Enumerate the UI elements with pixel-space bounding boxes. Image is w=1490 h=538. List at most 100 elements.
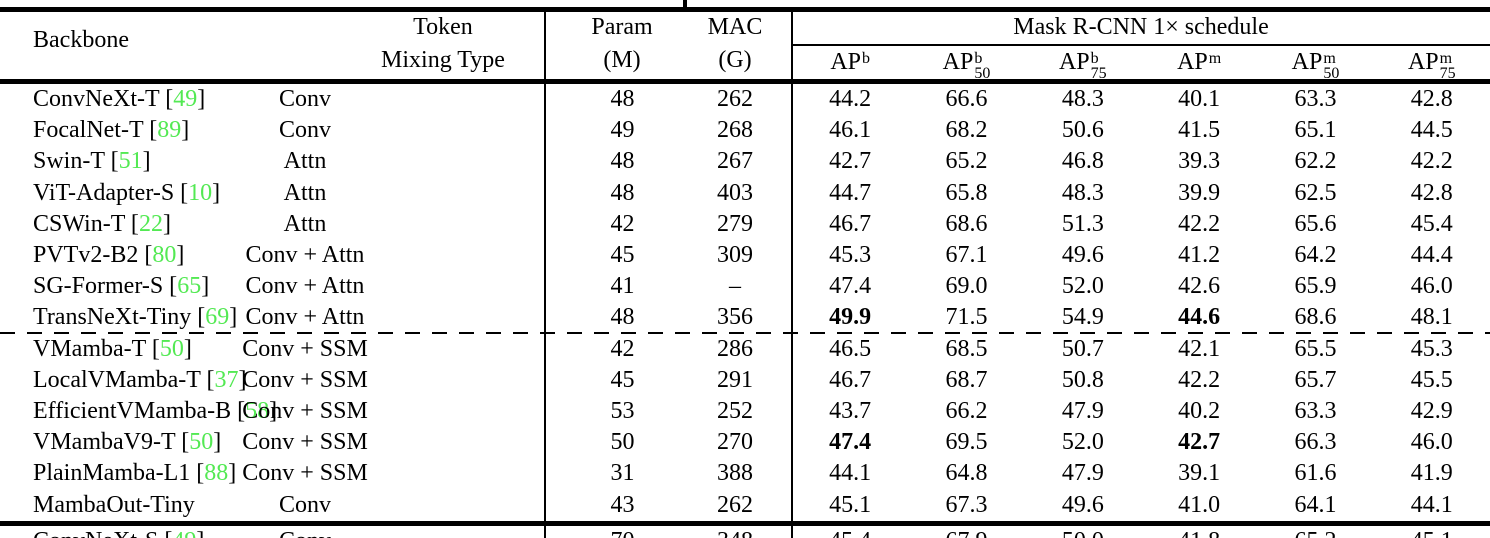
column-rule-left — [544, 12, 546, 538]
citation-link[interactable]: 89 — [157, 117, 182, 144]
param-cell: 48 — [610, 86, 635, 113]
backbone-cell: ConvNeXt-S [49] — [0, 526, 225, 538]
mac-cell: 262 — [717, 491, 753, 518]
ap-value-cell: 44.1 — [1410, 491, 1453, 518]
token-mixing-cell: Attn — [283, 179, 327, 206]
ap-value-cell: 42.7 — [1178, 429, 1221, 456]
ap-value-cell: 48.3 — [1061, 179, 1104, 206]
ap-value-cell: 39.1 — [1178, 460, 1221, 487]
mac-cell: 403 — [717, 179, 753, 206]
spacer-cell — [770, 458, 792, 489]
citation-link[interactable]: 88 — [204, 460, 229, 487]
ap-value-cell: 45.3 — [829, 242, 872, 269]
mac-cell: 262 — [717, 86, 753, 113]
token-mixing-cell: Conv — [278, 86, 331, 113]
ap-value-cell: 47.9 — [1061, 397, 1104, 424]
citation-link[interactable]: 50 — [189, 429, 214, 456]
citation-link[interactable]: 22 — [138, 210, 163, 237]
ap-value-cell: 42.2 — [1178, 366, 1221, 393]
param-cell: 49 — [610, 117, 635, 144]
token-mixing-cell: Conv + SSM — [242, 366, 368, 393]
citation-link[interactable]: 49 — [173, 86, 198, 113]
ap-value-cell: 45.1 — [829, 491, 872, 518]
ap-value-cell: 64.8 — [945, 460, 988, 487]
ap-value-cell: 40.1 — [1178, 86, 1221, 113]
ap-value-cell: 42.9 — [1410, 397, 1453, 424]
spacer-cell — [770, 396, 792, 427]
column-header-backbone: Backbone — [33, 26, 129, 53]
section-bottom-rule — [0, 521, 1490, 526]
ap-value-cell: 68.2 — [945, 117, 988, 144]
spacer-cell — [770, 240, 792, 271]
citation-link[interactable]: 37 — [214, 366, 239, 393]
ap-value-cell: 66.6 — [945, 86, 988, 113]
backbone-cell: PlainMamba-L1 [88] — [33, 460, 237, 487]
param-cell: 42 — [610, 210, 635, 237]
ap-value-cell: 44.4 — [1410, 242, 1453, 269]
mac-cell: 309 — [717, 242, 753, 269]
spacer-cell — [385, 209, 545, 240]
ap-value-cell: 41.9 — [1410, 460, 1453, 487]
citation-link[interactable]: 80 — [152, 242, 177, 269]
ap-value-cell: 47.4 — [829, 273, 872, 300]
mac-cell: – — [729, 273, 741, 300]
mac-cell: 267 — [717, 148, 753, 175]
ap-value-cell: 41.5 — [1178, 117, 1221, 144]
ap-value-cell: 44.5 — [1410, 117, 1453, 144]
spacer-cell — [385, 396, 545, 427]
token-mixing-cell: Conv + Attn — [245, 304, 365, 331]
ap-value-cell: 65.7 — [1294, 366, 1337, 393]
ap-value-cell: 68.6 — [1294, 304, 1337, 331]
param-cell: 48 — [610, 179, 635, 206]
backbone-cell: VMambaV9-T [50] — [33, 429, 222, 456]
ap-value-cell: 63.3 — [1294, 86, 1337, 113]
ap-value-cell: 49.9 — [829, 304, 872, 331]
citation-link[interactable]: 10 — [188, 179, 213, 206]
param-cell: 43 — [610, 491, 635, 518]
ap-value-cell: 69.0 — [945, 273, 988, 300]
backbone-cell: FocalNet-T [89] — [33, 117, 190, 144]
token-mixing-cell: Conv — [278, 117, 331, 144]
backbone-cell: Swin-T [51] — [33, 148, 151, 175]
token-mixing-cell: Conv + SSM — [242, 335, 368, 362]
spacer-cell — [770, 209, 792, 240]
token-mixing-cell: Conv + SSM — [242, 397, 368, 424]
ap-value-cell: 42.6 — [1178, 273, 1221, 300]
ap-column-header: AP b 75 — [1058, 48, 1107, 82]
spacer-cell — [385, 489, 545, 520]
citation-link[interactable]: 65 — [177, 273, 202, 300]
table-body: ConvNeXt-T [49] Conv 48 262 44.2 66.6 48.3 40.1… — [0, 84, 1490, 521]
citation-link[interactable]: 50 — [159, 335, 184, 362]
param-cell: 45 — [610, 242, 635, 269]
ap-value-cell: 68.5 — [945, 335, 988, 362]
spacer-cell — [770, 334, 792, 365]
citation-link[interactable]: 69 — [205, 304, 230, 331]
citation-link[interactable]: 58 — [245, 397, 270, 424]
group-header-mask-rcnn: Mask R-CNN 1× schedule — [1013, 14, 1269, 40]
column-header-mac-line1: MAC — [707, 14, 763, 40]
ap-value-cell: 46.7 — [829, 210, 872, 237]
ap-value-cell: 45.1 — [1374, 526, 1490, 538]
ap-value-cell: 45.5 — [1410, 366, 1453, 393]
spacer-cell — [770, 84, 792, 115]
param-cell: 53 — [610, 397, 635, 424]
ap-value-cell: 54.9 — [1061, 304, 1104, 331]
ap-value-cell: 44.1 — [829, 460, 872, 487]
ap-value-cell: 44.6 — [1178, 304, 1221, 331]
ap-value-cell: 64.1 — [1294, 491, 1337, 518]
spacer-cell — [385, 334, 545, 365]
citation-link[interactable]: 51 — [118, 148, 143, 175]
ap-value-cell: 41.2 — [1178, 242, 1221, 269]
table-top-rule — [0, 7, 1490, 12]
group-divider-dashed — [0, 332, 1490, 335]
ap-value-cell: 65.2 — [945, 148, 988, 175]
param-cell: 70 — [545, 526, 700, 538]
header-bottom-rule — [0, 79, 1490, 84]
ap-value-cell: 42.2 — [1410, 148, 1453, 175]
ap-column-header: AP m — [1177, 48, 1222, 75]
clipped-last-row: ConvNeXt-S [49]Conv 70348 45.467.950.041.8… — [0, 526, 1490, 538]
citation-link[interactable]: 49 — [172, 528, 196, 538]
spacer-cell — [385, 240, 545, 271]
mac-cell: 252 — [717, 397, 753, 424]
